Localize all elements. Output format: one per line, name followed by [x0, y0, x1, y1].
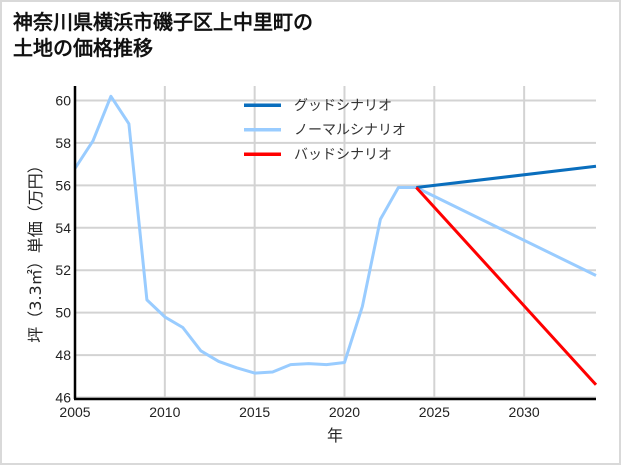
- chart-title-line-2: 土地の価格推移: [13, 36, 153, 60]
- series-lines: [73, 94, 598, 386]
- x-axis-label: 年: [327, 426, 343, 445]
- series-line: [73, 94, 597, 375]
- y-axis-label: 坪（3.3㎡）単価（万円）: [26, 157, 45, 342]
- y-tick-label: 58: [55, 135, 71, 151]
- legend-label: バッドシナリオ: [294, 147, 392, 163]
- y-tick-label: 48: [55, 347, 71, 363]
- x-tick-label: 2010: [149, 404, 180, 420]
- x-tick-label: 2030: [509, 404, 540, 420]
- series-line: [416, 164, 597, 189]
- series-line: [415, 186, 598, 386]
- y-tick-label: 50: [55, 305, 71, 321]
- x-tick-label: 2020: [329, 404, 360, 420]
- x-tick-label: 2015: [239, 404, 270, 420]
- x-tick-label: 2025: [419, 404, 450, 420]
- legend-label: ノーマルシナリオ: [294, 123, 406, 139]
- legend-label: グッドシナリオ: [294, 98, 392, 114]
- x-tick-label: 2005: [59, 404, 90, 420]
- tick-labels: 46 48 50 52 54 56 58 60 2005 2010 2015 2020 2025 2030: [55, 93, 539, 421]
- y-tick-label: 56: [55, 177, 71, 193]
- y-tick-label: 46: [55, 390, 71, 406]
- chart-title: 神奈川県横浜市磯子区上中里町の 土地の価格推移: [13, 9, 313, 61]
- axes: [73, 86, 596, 401]
- legend-swatch: [244, 152, 281, 156]
- y-tick-label: 54: [55, 220, 71, 236]
- legend-swatch: [244, 128, 281, 132]
- chart-title-line-1: 神奈川県横浜市磯子区上中里町の: [13, 10, 313, 34]
- legend-swatch: [244, 103, 281, 107]
- y-tick-label: 52: [55, 262, 71, 278]
- y-tick-label: 60: [55, 93, 71, 109]
